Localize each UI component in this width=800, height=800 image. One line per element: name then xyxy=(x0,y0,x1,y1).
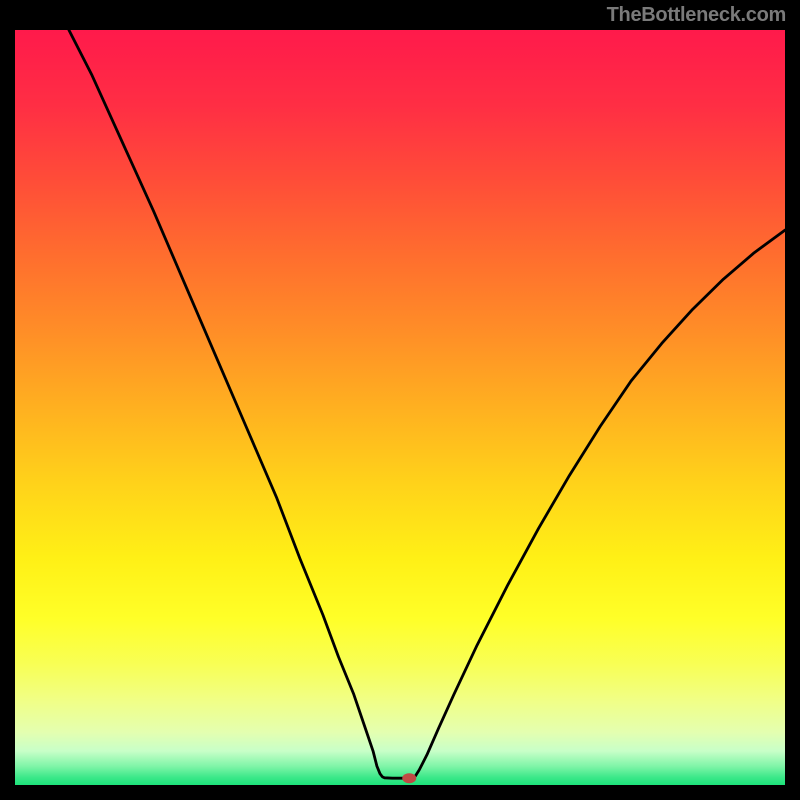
plot-area xyxy=(15,30,785,785)
gradient-background xyxy=(15,30,785,785)
optimum-marker xyxy=(402,773,416,783)
bottleneck-chart xyxy=(15,30,785,785)
chart-container: TheBottleneck.com xyxy=(0,0,800,800)
watermark-text: TheBottleneck.com xyxy=(607,4,786,27)
